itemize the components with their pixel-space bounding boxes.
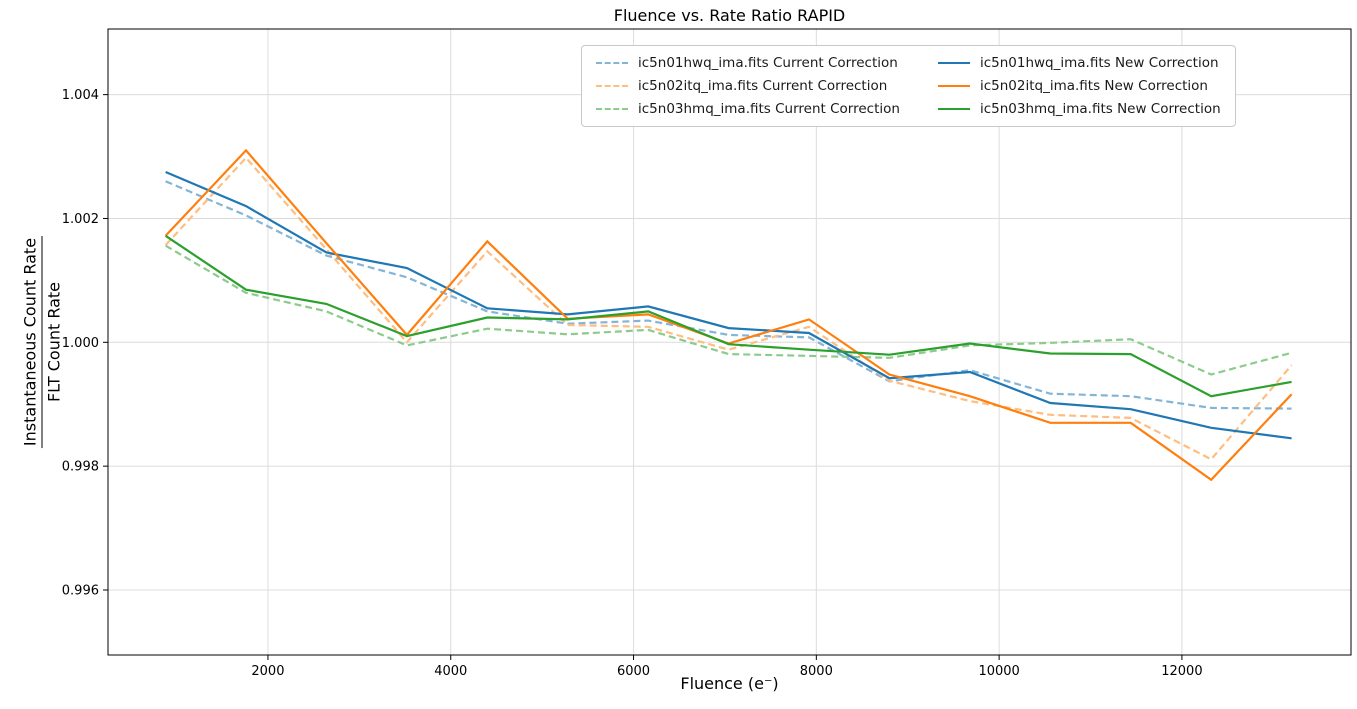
legend-item: ic5n01hwq_ima.fits Current Correction [596, 55, 900, 71]
x-tick-label: 8000 [800, 664, 833, 679]
chart-title: Fluence vs. Rate Ratio RAPID [613, 6, 846, 25]
legend-label: ic5n01hwq_ima.fits New Correction [979, 55, 1219, 71]
x-tick-label: 10000 [978, 664, 1019, 679]
legend-item: ic5n02itq_ima.fits Current Correction [596, 78, 900, 94]
series-line-0 [165, 180, 1292, 410]
series-line-2 [165, 244, 1292, 376]
legend-item: ic5n02itq_ima.fits New Correction [937, 78, 1221, 94]
x-tick-label: 6000 [617, 664, 650, 679]
legend-label: ic5n03hmq_ima.fits Current Correction [638, 101, 900, 117]
legend-label: ic5n01hwq_ima.fits Current Correction [638, 55, 898, 71]
legend-item: ic5n03hmq_ima.fits Current Correction [596, 101, 900, 117]
y-axis-fraction: Instantaneous Count Rate FLT Count Rate [20, 235, 64, 449]
legend-line-swatch [596, 108, 628, 110]
legend-item: ic5n01hwq_ima.fits New Correction [937, 55, 1221, 71]
y-axis-label-denominator: FLT Count Rate [44, 281, 64, 403]
legend-label: ic5n02itq_ima.fits New Correction [979, 78, 1208, 94]
x-tick-label: 12000 [1161, 664, 1202, 679]
y-axis-label-numerator: Instantaneous Count Rate [20, 235, 43, 449]
series-line-5 [164, 234, 1292, 398]
legend-line-swatch [596, 85, 628, 87]
legend-line-swatch [937, 62, 970, 64]
y-tick-label: 0.996 [62, 583, 99, 598]
legend-label: ic5n02itq_ima.fits Current Correction [638, 78, 888, 94]
legend-item: ic5n03hmq_ima.fits New Correction [937, 101, 1221, 117]
legend-label: ic5n03hmq_ima.fits New Correction [979, 101, 1221, 117]
legend-line-swatch [596, 62, 628, 64]
series-line-3 [165, 170, 1292, 440]
legend: ic5n01hwq_ima.fits Current Correction ic… [581, 45, 1236, 127]
y-tick-label: 1.000 [62, 336, 99, 351]
legend-line-swatch [937, 85, 970, 87]
x-tick-label: 4000 [434, 664, 467, 679]
series-line-4 [164, 148, 1293, 482]
y-tick-label: 0.998 [62, 460, 99, 475]
x-tick-label: 2000 [251, 664, 284, 679]
legend-line-swatch [937, 108, 970, 110]
series-line-1 [164, 156, 1293, 461]
y-tick-label: 1.004 [62, 88, 99, 103]
y-tick-label: 1.002 [62, 212, 99, 227]
x-axis-label: Fluence (e⁻) [680, 674, 779, 693]
